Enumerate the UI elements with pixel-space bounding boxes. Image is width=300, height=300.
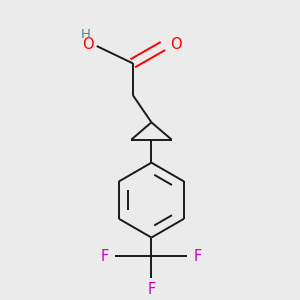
- Text: O: O: [170, 37, 182, 52]
- Text: F: F: [147, 282, 156, 297]
- Text: F: F: [101, 249, 109, 264]
- Text: F: F: [194, 249, 202, 264]
- Text: O: O: [82, 37, 94, 52]
- Text: H: H: [81, 28, 91, 41]
